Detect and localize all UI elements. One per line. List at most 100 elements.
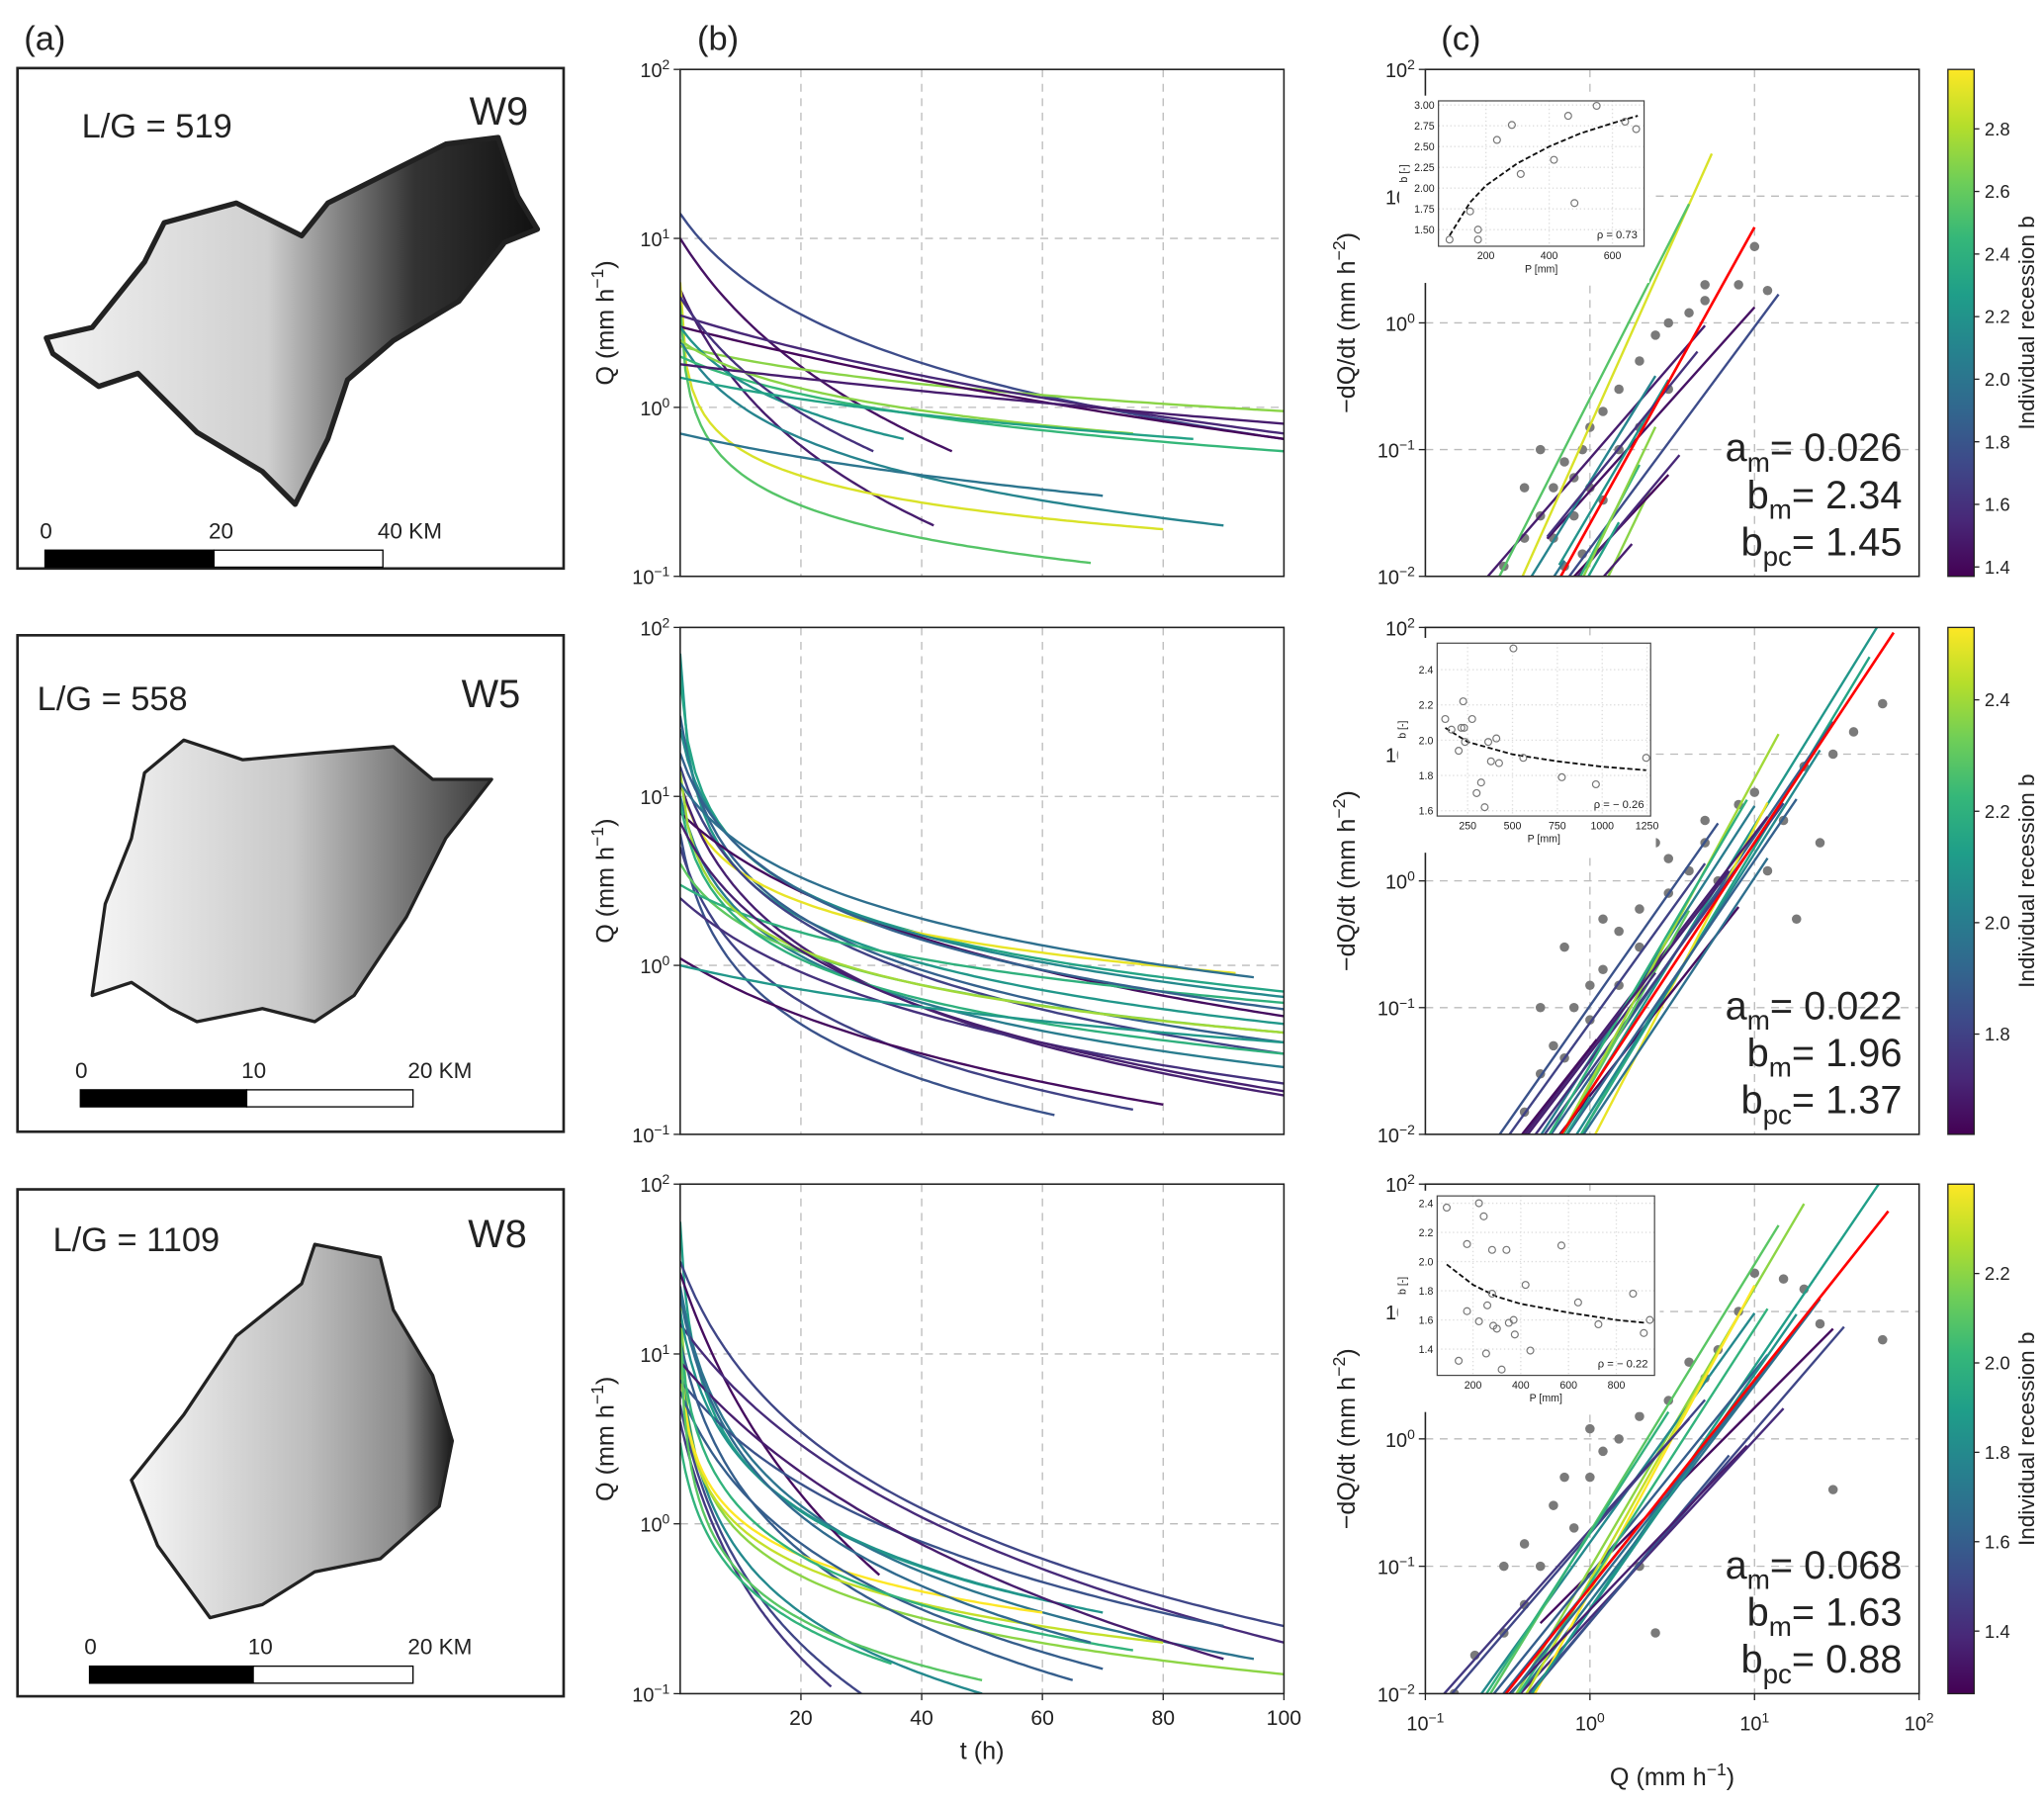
scale-bar-white <box>245 1089 414 1108</box>
scale-bar-white <box>252 1665 414 1684</box>
scale-label: 10 <box>241 1058 266 1083</box>
inset-point <box>1516 169 1525 178</box>
data-point <box>1791 914 1802 924</box>
inset-rho: ρ = − 0.22 <box>1598 1359 1648 1371</box>
inset-frame <box>1436 1195 1655 1377</box>
inset-point <box>1521 1281 1530 1290</box>
colorbar-tick-label: 2.4 <box>1985 243 2010 264</box>
inset-point <box>1467 714 1476 724</box>
data-point <box>1598 964 1608 974</box>
inset-point <box>1483 1301 1492 1309</box>
master-fit-line <box>1558 226 1756 577</box>
inset-x-tick-label: 600 <box>1559 1380 1577 1392</box>
scale-label: 20 KM <box>407 1635 472 1660</box>
stat-b-m: bm= 1.63 <box>1747 1591 1903 1643</box>
colorbar-label: Individual recession b <box>2014 216 2039 429</box>
recession-curve <box>679 305 1092 565</box>
y-tick-label: 10−1 <box>632 1680 669 1706</box>
catchment-name: W9 <box>470 90 529 134</box>
y-axis-label: Q (mm h−1) <box>587 818 619 943</box>
inset-point <box>1442 1203 1452 1213</box>
recession-curves-W8: 10−1 100 101 102 Q (mm h−1) 20 40 60 80 100 t (h) <box>587 1171 1301 1764</box>
stat-b-m: bm= 2.34 <box>1747 474 1903 525</box>
recession-curve <box>679 296 874 453</box>
individual-fit-line <box>1586 521 1621 577</box>
scale-label: 0 <box>75 1058 88 1083</box>
inset-y-tick-label: 3.00 <box>1414 100 1435 112</box>
inset-y-tick-label: 2.2 <box>1419 1227 1434 1239</box>
x-tick-label: 100 <box>1267 1707 1301 1730</box>
inset-x-tick-label: 750 <box>1549 820 1566 832</box>
colorbar-tick-label: 1.4 <box>1985 557 2010 578</box>
data-point <box>1598 914 1608 924</box>
recession-curve <box>679 653 1285 1026</box>
y-tick-label: 100 <box>1385 868 1415 894</box>
data-point <box>1568 1003 1579 1013</box>
stat-a-m: am= 0.068 <box>1726 1544 1903 1595</box>
y-tick-label: 101 <box>640 1341 669 1367</box>
inset-point <box>1463 1307 1471 1315</box>
inset-y-tick-label: 1.6 <box>1419 1315 1434 1327</box>
lg-ratio-label: L/G = 519 <box>82 108 232 145</box>
inset-fit-curve <box>1445 727 1646 771</box>
data-point <box>1778 1274 1789 1284</box>
inset-point <box>1455 1356 1464 1365</box>
master-fit-line <box>1504 1210 1890 1694</box>
y-axis-label: −dQ/dt (mm h−2) <box>1329 790 1361 971</box>
inset-x-tick-label: 1000 <box>1590 820 1614 832</box>
y-tick-label: 100 <box>640 952 669 978</box>
inset-y-tick-label: 1.8 <box>1419 770 1434 782</box>
inset-y-tick-label: 2.0 <box>1419 1257 1434 1269</box>
individual-fit-line <box>1523 816 1769 1134</box>
y-tick-label: 10−1 <box>632 564 669 589</box>
colorbar-tick-label: 2.2 <box>1985 1263 2010 1284</box>
colorbar <box>1947 1183 1975 1695</box>
data-point <box>1684 308 1694 318</box>
x-tick-label: 20 <box>789 1707 813 1730</box>
inset-y-tick-label: 2.2 <box>1419 700 1434 712</box>
catchment-elevation-map <box>90 738 493 1024</box>
inset-point <box>1519 754 1528 763</box>
inset-y-tick-label: 2.00 <box>1414 183 1435 195</box>
data-point <box>1848 727 1859 737</box>
recession-curve <box>679 715 1285 1044</box>
recession-curve <box>679 314 1285 435</box>
colorbar-tick-label: 1.8 <box>1985 1442 2010 1463</box>
inset-y-tick-label: 1.75 <box>1414 204 1435 216</box>
scale-bar-white <box>213 549 384 569</box>
recession-curve <box>679 753 1285 1011</box>
data-point <box>1762 865 1773 876</box>
data-point <box>1535 1561 1546 1572</box>
inset-point <box>1473 235 1482 244</box>
y-axis-label: Q (mm h−1) <box>587 1377 619 1501</box>
data-point <box>1878 1334 1888 1345</box>
axes-frame <box>679 1183 1286 1695</box>
lg-ratio-label: L/G = 1109 <box>52 1221 220 1259</box>
inset-x-tick-label: 600 <box>1604 250 1622 262</box>
data-point <box>1519 1539 1530 1549</box>
inset-point <box>1645 1315 1654 1324</box>
scale-label: 0 <box>40 518 52 543</box>
inset-x-tick-label: 200 <box>1477 250 1495 262</box>
data-point <box>1827 749 1838 760</box>
data-point <box>1598 1446 1608 1457</box>
colorbar-tick-label: 2.2 <box>1985 307 2010 327</box>
inset-point <box>1473 226 1482 234</box>
data-point <box>1663 854 1674 863</box>
colorbar-tick-label: 1.6 <box>1985 495 2010 515</box>
inset-y-tick-label: 1.8 <box>1419 1286 1434 1298</box>
recession-curve <box>679 771 1285 1035</box>
x-tick-label: 100 <box>1575 1710 1605 1736</box>
recession-curve <box>679 344 1285 412</box>
recession-curve <box>679 325 905 440</box>
recession-curves-W9: 10−1 100 101 102 Q (mm h−1) <box>587 56 1286 589</box>
data-point <box>1535 444 1546 455</box>
individual-fit-line <box>1507 1444 1748 1694</box>
data-point <box>1749 1268 1760 1279</box>
individual-fit-line <box>1509 1309 1813 1694</box>
inset-point <box>1592 101 1601 111</box>
individual-fit-line <box>1521 152 1714 577</box>
colorbar-tick-label: 1.8 <box>1985 1024 2010 1044</box>
y-tick-label: 10−1 <box>1377 995 1415 1021</box>
